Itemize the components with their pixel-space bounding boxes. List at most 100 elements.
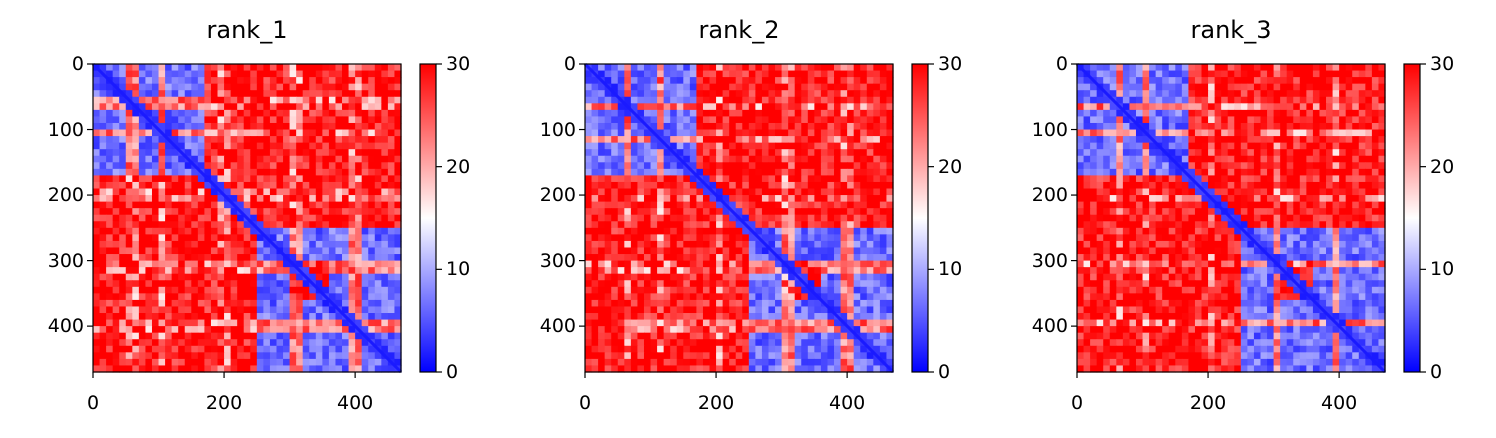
heatmap-cell — [197, 181, 206, 190]
heatmap-cell — [315, 122, 323, 131]
heatmap-cell — [302, 345, 310, 353]
heatmap-cell — [1175, 64, 1183, 72]
heatmap-cell — [348, 142, 356, 150]
heatmap-cell — [93, 280, 101, 288]
heatmap-cell — [283, 273, 291, 281]
heatmap-cell — [387, 188, 396, 196]
heatmap-cell — [269, 326, 278, 334]
heatmap-cell — [171, 201, 179, 209]
heatmap-cell — [138, 234, 147, 242]
heatmap-cell — [145, 293, 153, 301]
heatmap-cell — [93, 136, 101, 144]
heatmap-cell — [178, 214, 186, 222]
heatmap-cell — [689, 83, 698, 91]
heatmap-cell — [283, 214, 291, 222]
heatmap-cell — [302, 227, 310, 235]
heatmap-cell — [296, 306, 304, 314]
heatmap-cell — [368, 280, 376, 288]
heatmap-cell — [387, 214, 396, 222]
heatmap-cell — [315, 332, 323, 340]
heatmap-cell — [1103, 129, 1111, 137]
heatmap-cell — [355, 168, 363, 177]
heatmap-cell — [125, 155, 133, 163]
heatmap-cell — [296, 168, 304, 177]
heatmap-cell — [342, 136, 350, 144]
heatmap-cell — [106, 70, 114, 78]
heatmap-cell — [197, 247, 206, 255]
heatmap-cell — [624, 64, 632, 72]
heatmap-cell — [309, 358, 317, 367]
heatmap-cell — [263, 326, 271, 334]
heatmap-cell — [197, 116, 206, 124]
heatmap-cell — [93, 195, 101, 203]
heatmap-cell — [93, 155, 101, 163]
heatmap-cell — [191, 155, 199, 163]
heatmap-cell — [151, 162, 160, 170]
heatmap-cell — [585, 70, 593, 78]
heatmap-cell — [381, 195, 389, 203]
heatmap-cell — [335, 286, 343, 294]
heatmap-cell — [1365, 122, 1373, 131]
x-tick-label: 0 — [86, 392, 100, 414]
heatmap-cell — [361, 109, 369, 118]
heatmap-cell — [106, 96, 114, 104]
heatmap-cell — [99, 188, 107, 196]
heatmap-cell — [742, 70, 750, 78]
heatmap-cell — [1267, 90, 1275, 98]
heatmap-cell — [1286, 83, 1294, 91]
heatmap-cell — [119, 221, 127, 229]
heatmap-cell — [296, 103, 304, 111]
heatmap-cell — [93, 227, 101, 235]
heatmap-cell — [256, 175, 264, 183]
heatmap-cell — [355, 83, 363, 91]
heatmap-cell — [289, 326, 297, 334]
heatmap-cell — [1194, 116, 1203, 124]
heatmap-cell — [243, 234, 251, 242]
heatmap-cell — [322, 358, 330, 367]
heatmap-cell — [1077, 83, 1085, 91]
heatmap-cell — [217, 267, 225, 275]
heatmap-cell — [283, 129, 291, 137]
heatmap-cell — [1273, 96, 1281, 104]
heatmap-cell — [283, 168, 291, 177]
heatmap-cell — [374, 195, 382, 203]
heatmap-cell — [106, 83, 114, 91]
heatmap-cell — [1299, 70, 1307, 78]
heatmap-cell — [197, 214, 206, 222]
heatmap-cell — [368, 286, 376, 294]
heatmap-cell — [1326, 83, 1334, 91]
heatmap-cell — [1155, 77, 1163, 85]
heatmap-cell — [368, 247, 376, 255]
heatmap-cell — [355, 96, 363, 104]
heatmap-cell — [191, 221, 199, 229]
heatmap-cell — [210, 70, 219, 78]
heatmap-cell — [814, 90, 822, 98]
heatmap-cell — [283, 208, 291, 216]
heatmap-cell — [374, 326, 382, 334]
heatmap-cell — [302, 293, 310, 301]
heatmap-cell — [355, 254, 363, 262]
heatmap-cell — [151, 352, 160, 360]
heatmap-cell — [145, 319, 153, 327]
heatmap-cell — [1096, 116, 1104, 124]
heatmap-cell — [106, 352, 114, 360]
heatmap-cell — [394, 142, 402, 150]
heatmap-cell — [335, 240, 343, 249]
heatmap-cell — [283, 181, 291, 190]
heatmap-cell — [768, 83, 776, 91]
heatmap-cell — [1142, 96, 1150, 104]
heatmap-cell — [296, 273, 304, 281]
heatmap-cell — [886, 77, 894, 85]
heatmap-cell — [328, 195, 337, 203]
heatmap-cell — [191, 64, 199, 72]
heatmap-cell — [1135, 83, 1144, 91]
heatmap-cell — [263, 142, 271, 150]
heatmap-cell — [243, 326, 251, 334]
heatmap-cell — [1240, 64, 1248, 72]
heatmap-cell — [381, 247, 389, 255]
heatmap-cell — [1103, 109, 1111, 118]
heatmap-cell — [171, 122, 179, 131]
heatmap-cell — [197, 149, 206, 157]
heatmap-cell — [224, 352, 232, 360]
heatmap-cell — [204, 260, 212, 268]
